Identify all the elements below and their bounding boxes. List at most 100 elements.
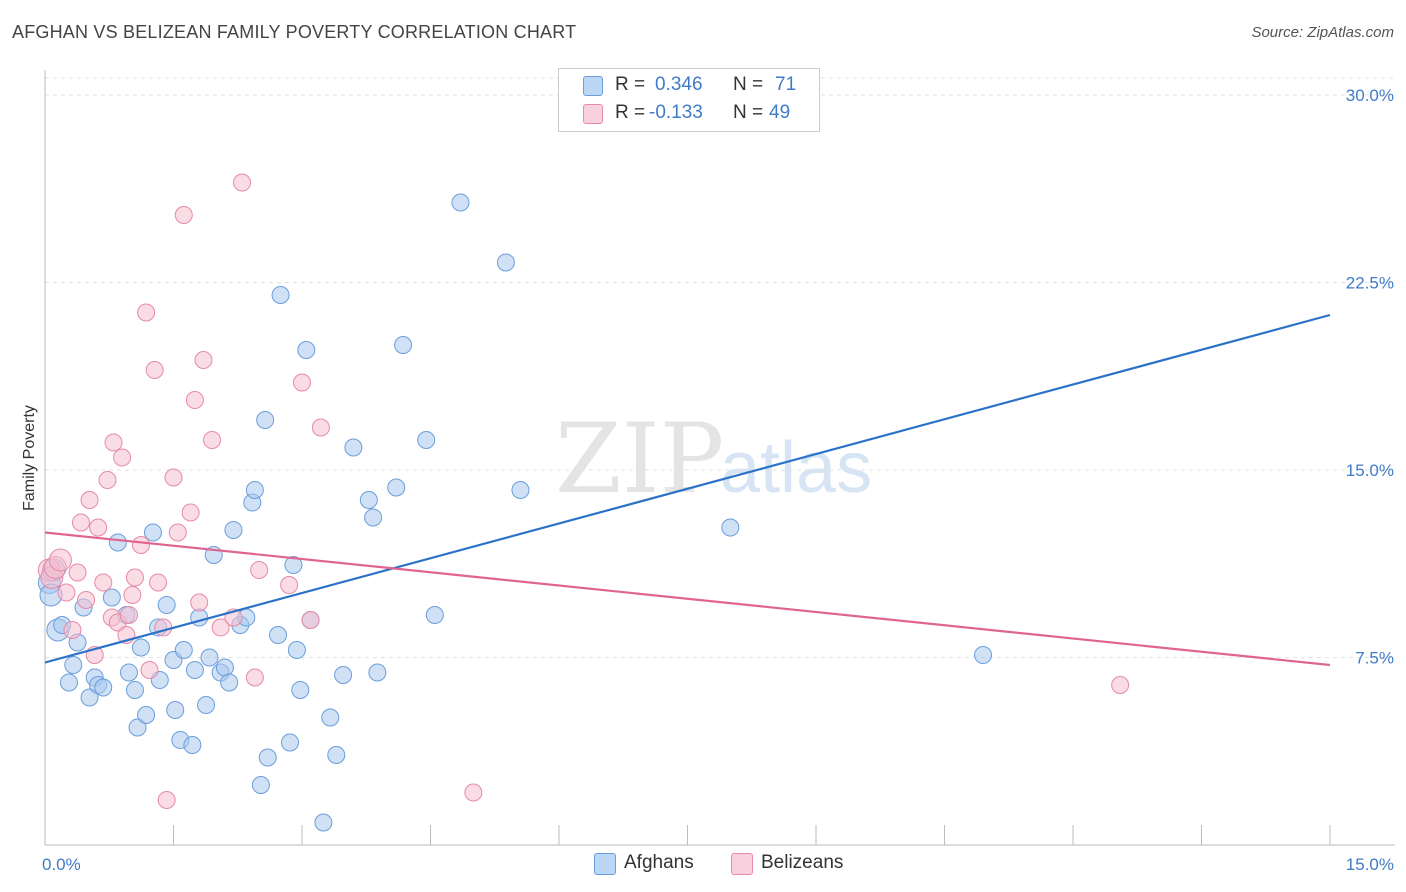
- belizean-point-36: [203, 431, 222, 449]
- belizean-point-9: [80, 491, 99, 509]
- belizean-point-20: [123, 586, 142, 604]
- afghan-point-62: [387, 478, 406, 497]
- afghan-point-24: [157, 596, 176, 614]
- afghan-point-56: [327, 746, 346, 764]
- afghan-point-17: [125, 681, 144, 699]
- afghan-point-45: [258, 748, 277, 767]
- afghan-point-57: [334, 666, 353, 684]
- afghan-point-42: [245, 481, 264, 499]
- afghan-point-43: [251, 776, 270, 794]
- axes: [44, 70, 1395, 846]
- afghan-point-44: [256, 411, 275, 429]
- afghan-point-37: [220, 673, 239, 692]
- afghan-point-52: [297, 341, 316, 359]
- afghan-point-69: [721, 518, 740, 537]
- afghan-point-60: [364, 508, 383, 527]
- belizean-trend-line: [44, 531, 1331, 667]
- afghan-point-12: [94, 678, 113, 697]
- belizean-point-45: [311, 418, 330, 437]
- belizean-point-47: [1111, 676, 1130, 694]
- afghan-point-70: [974, 646, 993, 664]
- afghan-point-51: [291, 681, 310, 699]
- y-axis-label: Family Poverty: [21, 405, 38, 511]
- afghan-point-30: [185, 661, 204, 679]
- afghan-point-20: [137, 706, 156, 724]
- afghan-point-58: [344, 438, 363, 457]
- belizeans-legend-swatch: [731, 853, 753, 875]
- belizean-point-33: [185, 391, 204, 409]
- belizean-point-28: [157, 791, 176, 809]
- belizean-point-17: [113, 448, 132, 467]
- afghan-point-50: [287, 641, 306, 659]
- source-label: Source: ZipAtlas.com: [1251, 24, 1394, 41]
- afghan-point-49: [284, 556, 303, 574]
- belizean-point-26: [149, 573, 168, 592]
- y-tick-label-0: 7.5%: [1355, 649, 1394, 668]
- belizean-point-6: [68, 563, 87, 582]
- belizean-point-13: [98, 471, 117, 489]
- afghan-n-value: 71: [775, 74, 797, 95]
- belizean-point-24: [140, 661, 159, 679]
- data-points: [37, 173, 1130, 832]
- belizean-point-21: [125, 568, 144, 587]
- afghan-point-19: [131, 638, 150, 657]
- belizean-point-41: [250, 561, 269, 579]
- belizean-r-value: -0.133: [649, 102, 703, 123]
- afghan-point-38: [224, 521, 243, 539]
- afghan-point-67: [496, 253, 515, 272]
- afghan-point-61: [368, 663, 387, 682]
- watermark-atlas: atlas: [720, 428, 872, 508]
- x-tick-label-1: 15.0%: [1346, 855, 1394, 874]
- belizean-point-29: [164, 468, 183, 487]
- afghan-point-9: [80, 688, 99, 707]
- belizean-n-label: N =: [733, 102, 764, 123]
- afghan-point-48: [281, 733, 300, 752]
- belizean-point-3: [48, 548, 72, 572]
- belizean-point-25: [145, 361, 164, 379]
- afghan-point-29: [183, 736, 202, 754]
- afghan-point-47: [271, 286, 290, 304]
- afghan-point-36: [215, 658, 234, 677]
- belizean-point-5: [63, 621, 82, 639]
- afghan-point-6: [64, 656, 83, 674]
- afghan-n-label: N =: [733, 74, 764, 95]
- afghan-r-label: R =: [615, 74, 646, 95]
- belizean-point-34: [190, 593, 209, 612]
- x-tick-label-0: 0.0%: [42, 855, 81, 874]
- belizean-point-27: [154, 618, 173, 637]
- afghan-point-65: [425, 606, 444, 624]
- belizean-swatch: [583, 104, 603, 124]
- afghan-point-16: [119, 663, 138, 682]
- belizean-point-8: [77, 591, 96, 609]
- belizean-r-label: R =: [615, 102, 646, 123]
- afghans-legend-label: Afghans: [624, 852, 694, 873]
- afghan-point-14: [108, 533, 127, 552]
- belizean-point-23: [137, 303, 156, 322]
- belizean-point-15: [104, 433, 123, 452]
- belizean-point-35: [194, 351, 213, 369]
- belizean-point-46: [464, 783, 483, 802]
- belizean-point-31: [174, 206, 193, 224]
- afghan-point-55: [321, 708, 340, 727]
- watermark-zip: ZIP: [555, 403, 724, 515]
- y-tick-label-2: 22.5%: [1346, 274, 1394, 293]
- belizeans-legend-label: Belizeans: [761, 852, 844, 873]
- afghan-point-18: [128, 718, 147, 737]
- afghan-point-21: [143, 523, 162, 542]
- belizean-point-4: [57, 583, 76, 602]
- afghan-point-59: [359, 491, 378, 509]
- tick-labels: 7.5% 15.0% 22.5% 30.0% 0.0% 15.0% Family Pover…: [21, 86, 1394, 874]
- belizean-point-22: [131, 536, 150, 554]
- afghan-point-54: [314, 813, 333, 832]
- belizean-point-43: [293, 373, 311, 392]
- afghan-swatch: [583, 76, 603, 96]
- y-tick-label-1: 15.0%: [1346, 461, 1394, 480]
- afghan-point-26: [166, 701, 185, 719]
- afghans-legend-swatch: [594, 853, 616, 875]
- belizean-n-value: 49: [769, 102, 791, 123]
- belizean-point-37: [211, 618, 230, 637]
- chart-title: AFGHAN VS BELIZEAN FAMILY POVERTY CORREL…: [12, 22, 577, 42]
- belizean-point-32: [181, 503, 200, 522]
